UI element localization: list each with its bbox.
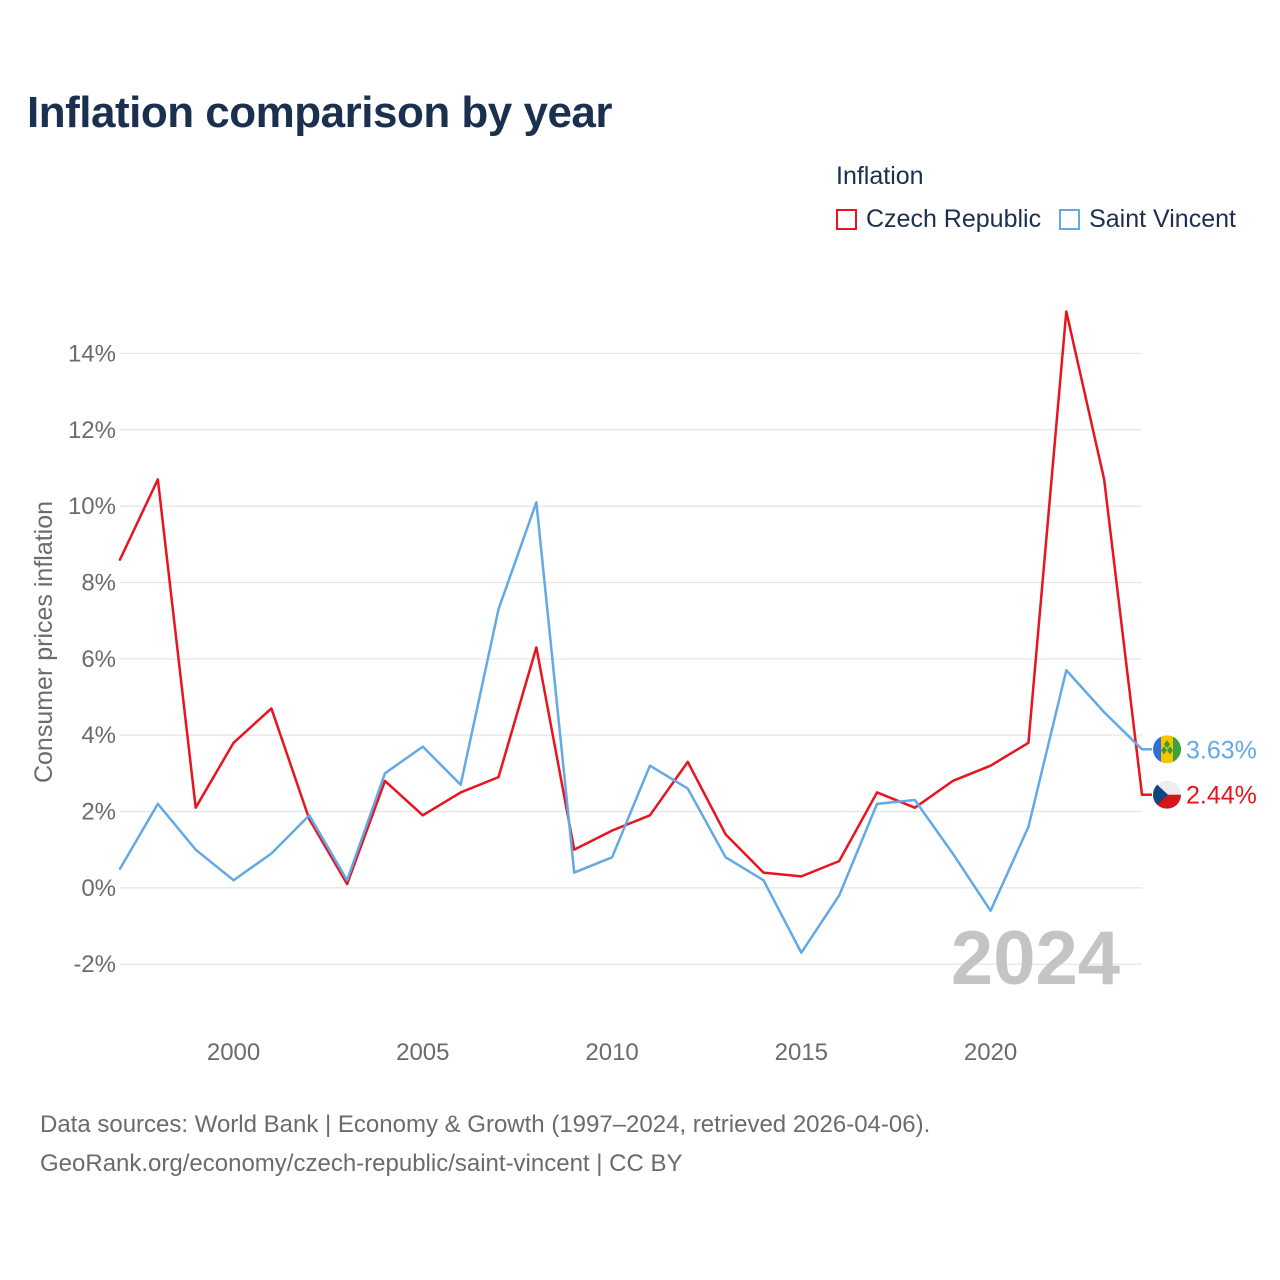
data-point-saint-vincent[interactable] (1101, 709, 1107, 715)
series-line-czech-republic[interactable] (118, 310, 1144, 886)
end-labels: 2.44% 3.63% (1142, 735, 1257, 810)
data-point-czech-republic[interactable] (988, 763, 994, 769)
data-point-czech-republic[interactable] (420, 812, 426, 818)
line-chart: -2%0%2%4%6%8%10%12%14% 2000 2005 2010 2015 2… (30, 308, 1257, 1066)
data-point-czech-republic[interactable] (1063, 308, 1069, 314)
data-point-saint-vincent[interactable] (571, 870, 577, 876)
data-point-czech-republic[interactable] (117, 557, 123, 563)
y-tick-label: 8% (81, 569, 116, 596)
gridlines (120, 352, 1142, 965)
legend-swatch-czech-republic (836, 209, 857, 230)
data-point-saint-vincent[interactable] (723, 854, 729, 860)
y-tick-label: 12% (68, 417, 116, 444)
legend-item-czech-republic[interactable]: Czech Republic (836, 205, 1041, 234)
data-point-saint-vincent[interactable] (231, 877, 237, 883)
data-point-czech-republic[interactable] (912, 805, 918, 811)
data-point-saint-vincent[interactable] (609, 854, 615, 860)
data-point-saint-vincent[interactable] (458, 782, 464, 788)
data-point-czech-republic[interactable] (268, 705, 274, 711)
data-point-saint-vincent[interactable] (874, 801, 880, 807)
data-point-saint-vincent[interactable] (382, 770, 388, 776)
data-point-czech-republic[interactable] (533, 644, 539, 650)
footer-sources: Data sources: World Bank | Economy & Gro… (40, 1111, 931, 1138)
footer: Data sources: World Bank | Economy & Gro… (40, 1105, 930, 1183)
y-tick-label: -2% (73, 951, 116, 978)
data-point-saint-vincent[interactable] (117, 866, 123, 872)
series-line-saint-vincent[interactable] (118, 501, 1144, 954)
data-point-saint-vincent[interactable] (912, 797, 918, 803)
data-point-saint-vincent[interactable] (1025, 824, 1031, 830)
data-point-czech-republic[interactable] (609, 828, 615, 834)
data-point-saint-vincent[interactable] (420, 744, 426, 750)
data-point-czech-republic[interactable] (231, 740, 237, 746)
data-point-saint-vincent[interactable] (193, 847, 199, 853)
legend-label-saint-vincent: Saint Vincent (1089, 205, 1236, 233)
legend-label-czech-republic: Czech Republic (866, 205, 1042, 233)
x-tick-label: 2000 (207, 1039, 260, 1066)
data-point-saint-vincent[interactable] (647, 763, 653, 769)
legend-swatch-saint-vincent (1059, 209, 1081, 230)
page-title: Inflation comparison by year (27, 88, 613, 137)
data-point-czech-republic[interactable] (1025, 740, 1031, 746)
data-point-czech-republic[interactable] (950, 778, 956, 784)
y-tick-label: 0% (81, 875, 116, 902)
data-point-saint-vincent[interactable] (155, 801, 161, 807)
x-tick-label: 2020 (964, 1039, 1017, 1066)
y-tick-label: 2% (81, 799, 116, 826)
data-point-saint-vincent[interactable] (798, 950, 804, 956)
legend: Czech Republic Saint Vincent (836, 205, 1254, 234)
data-point-czech-republic[interactable] (836, 858, 842, 864)
data-point-saint-vincent[interactable] (685, 786, 691, 792)
data-point-czech-republic[interactable] (496, 774, 502, 780)
end-label-czech-republic: 2.44% (1186, 782, 1257, 810)
y-axis-label: Consumer prices inflation (30, 501, 58, 783)
data-point-saint-vincent[interactable] (760, 877, 766, 883)
x-axis-ticks: 2000 2005 2010 2015 2020 (207, 1039, 1017, 1066)
data-point-saint-vincent[interactable] (1063, 667, 1069, 673)
data-point-czech-republic[interactable] (647, 812, 653, 818)
data-point-saint-vincent[interactable] (496, 606, 502, 612)
year-watermark: 2024 (951, 916, 1120, 1001)
y-tick-label: 10% (68, 493, 116, 520)
legend-item-saint-vincent[interactable]: Saint Vincent (1059, 205, 1236, 234)
data-point-saint-vincent[interactable] (306, 812, 312, 818)
data-point-saint-vincent[interactable] (533, 499, 539, 505)
x-tick-label: 2015 (775, 1039, 828, 1066)
data-point-czech-republic[interactable] (798, 873, 804, 879)
legend-title: Inflation (836, 162, 924, 190)
data-point-saint-vincent[interactable] (988, 908, 994, 914)
data-point-czech-republic[interactable] (685, 759, 691, 765)
footer-link[interactable]: GeoRank.org/economy/czech-republic/saint… (40, 1150, 683, 1177)
end-label-saint-vincent: 3.63% (1186, 736, 1257, 764)
data-point-czech-republic[interactable] (155, 476, 161, 482)
y-axis-ticks: -2% 0% 2% 4% 6% 8% 10% 12% 14% (68, 340, 116, 978)
data-point-czech-republic[interactable] (193, 805, 199, 811)
data-point-czech-republic[interactable] (723, 831, 729, 837)
data-point-czech-republic[interactable] (458, 789, 464, 795)
series-lines (117, 308, 1144, 956)
data-point-saint-vincent[interactable] (950, 850, 956, 856)
data-point-saint-vincent[interactable] (344, 877, 350, 883)
x-tick-label: 2005 (396, 1039, 449, 1066)
y-tick-label: 6% (81, 646, 116, 673)
saint-vincent-flag-icon (1153, 735, 1181, 764)
y-tick-label: 14% (68, 340, 116, 367)
data-point-czech-republic[interactable] (874, 789, 880, 795)
data-point-saint-vincent[interactable] (268, 850, 274, 856)
data-point-czech-republic[interactable] (1101, 476, 1107, 482)
data-point-czech-republic[interactable] (760, 870, 766, 876)
czech-republic-flag-icon (1153, 780, 1181, 809)
y-tick-label: 4% (81, 722, 116, 749)
x-tick-label: 2010 (585, 1039, 638, 1066)
data-point-saint-vincent[interactable] (836, 892, 842, 898)
